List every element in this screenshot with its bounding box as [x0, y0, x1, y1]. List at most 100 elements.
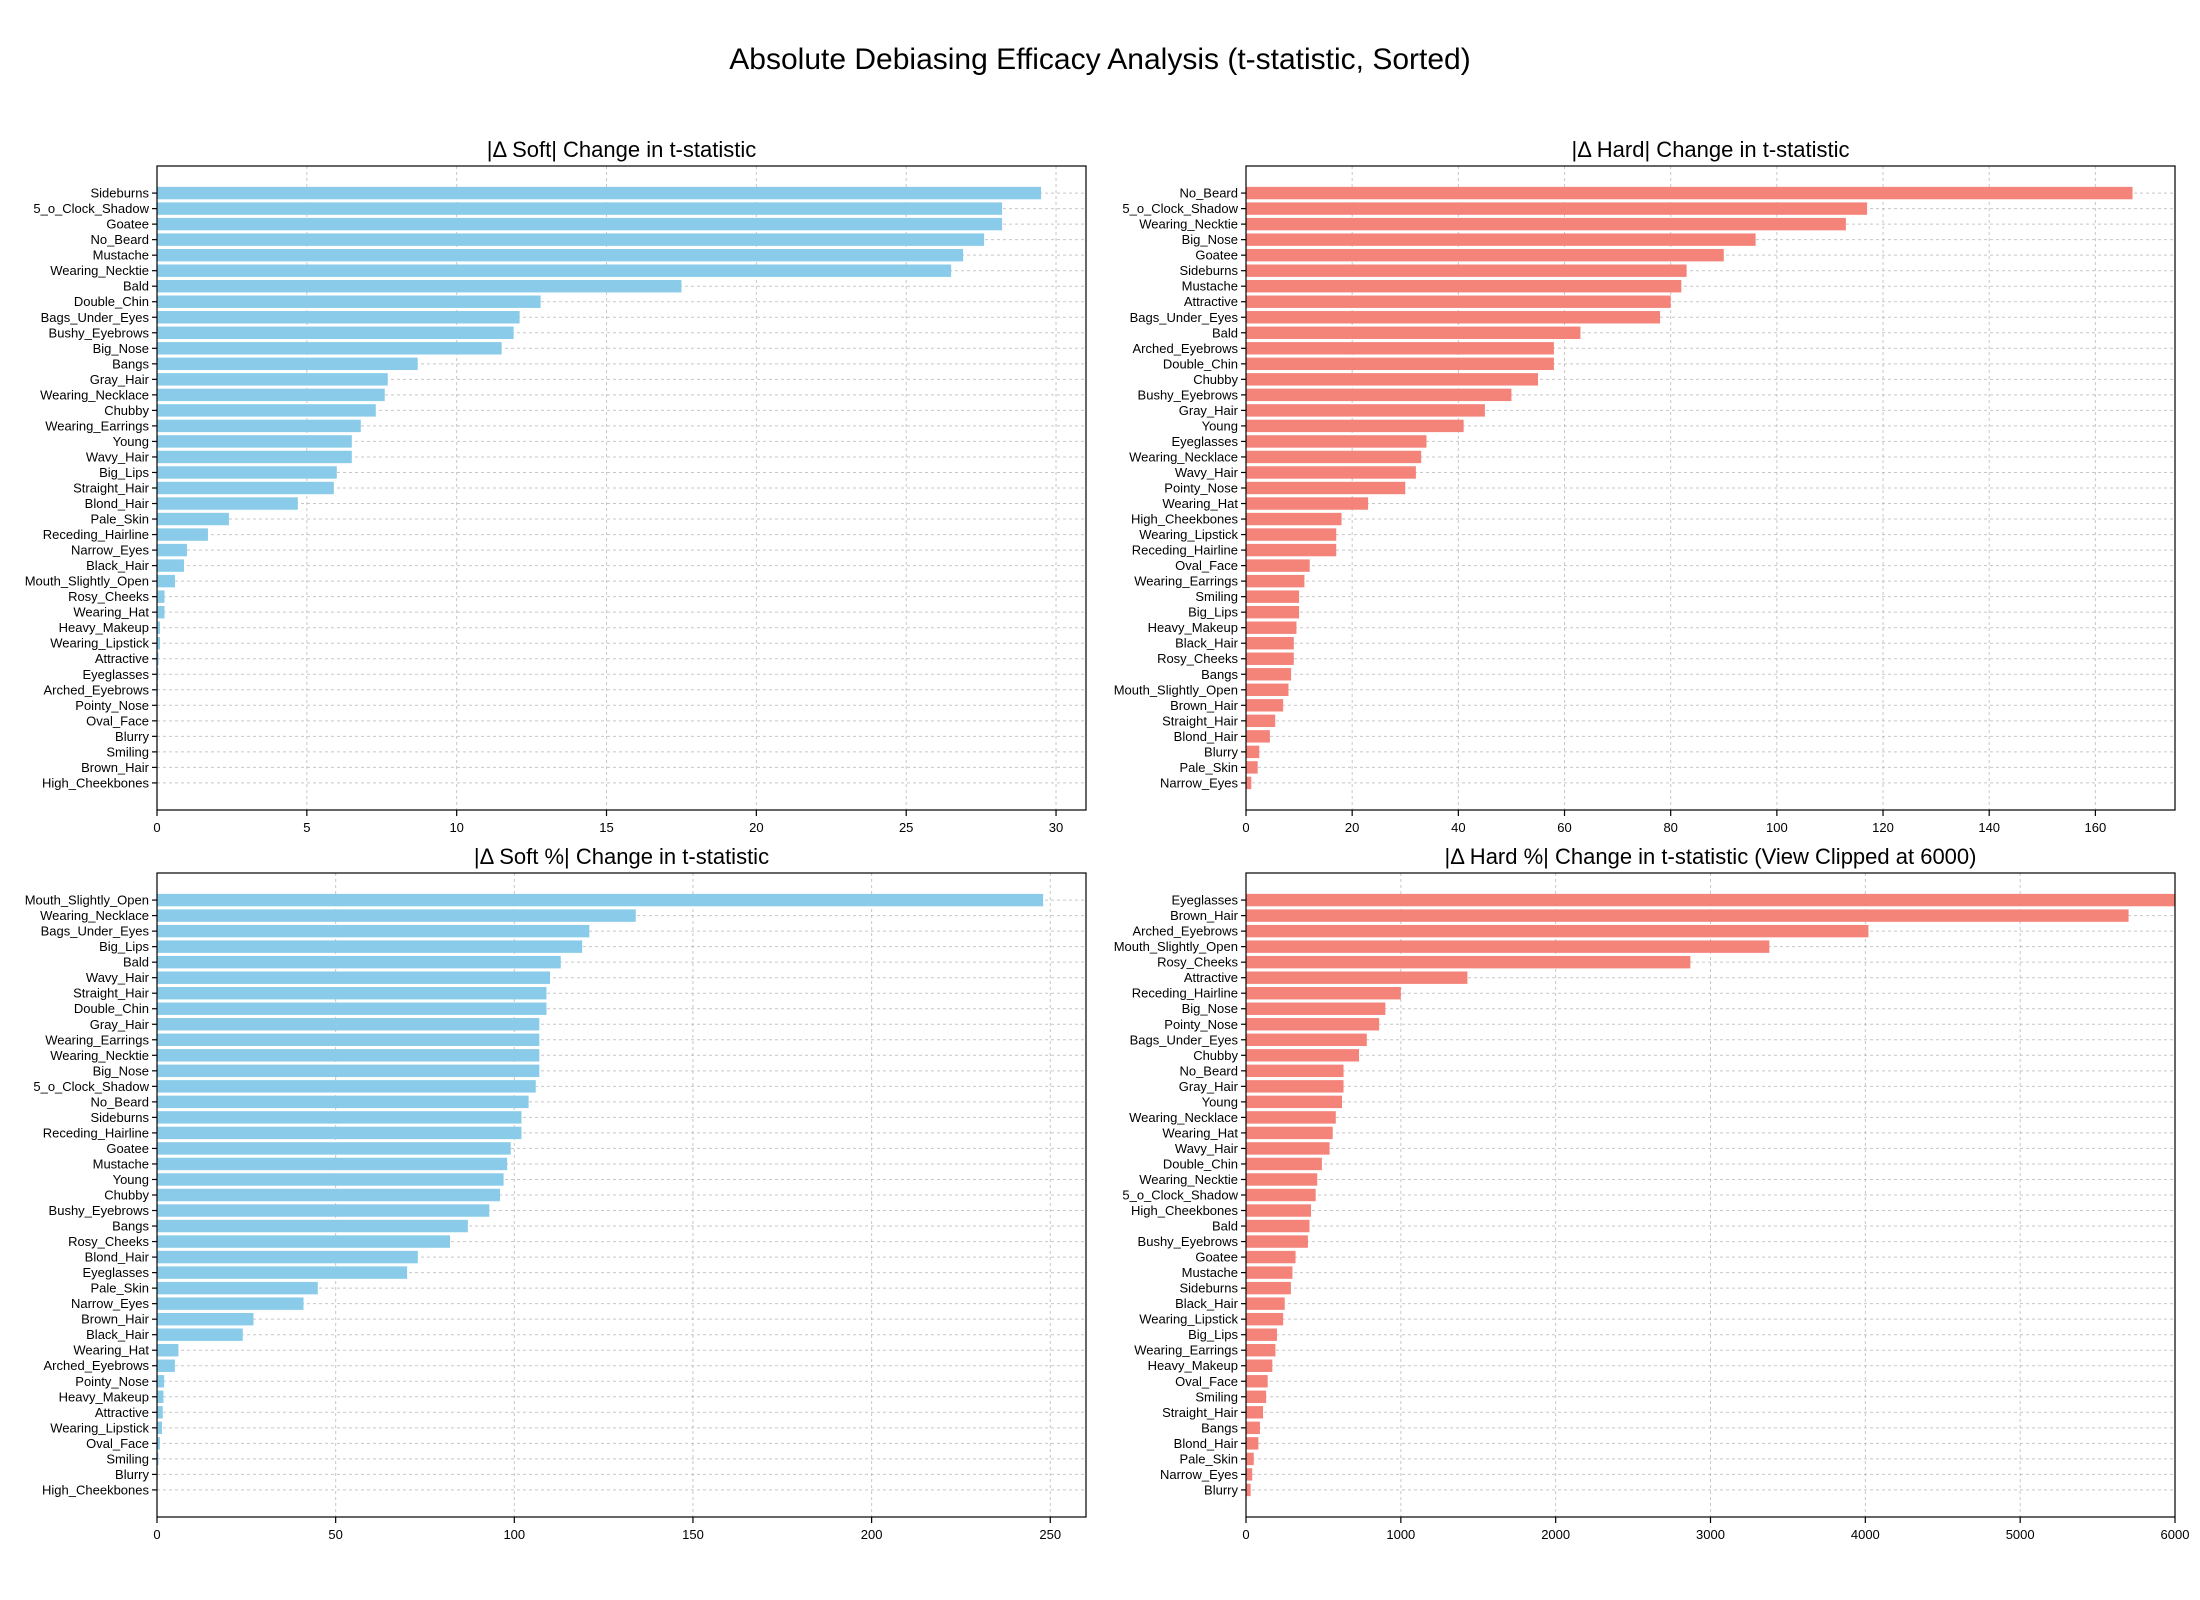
- bar-Straight_Hair: [1246, 1406, 1264, 1419]
- y-tick-label: Narrow_Eyes: [71, 543, 150, 558]
- y-tick-label: Wearing_Earrings: [1134, 1343, 1238, 1358]
- y-tick-label: Big_Nose: [1182, 232, 1238, 247]
- bar-Bags_Under_Eyes: [157, 311, 520, 324]
- y-tick-label: Chubby: [104, 403, 149, 418]
- bar-Black_Hair: [1246, 637, 1294, 650]
- bar-Bald: [157, 280, 682, 293]
- y-tick-label: Black_Hair: [1175, 1296, 1239, 1311]
- bar-Mouth_Slightly_Open: [1246, 940, 1770, 953]
- y-tick-label: Wearing_Earrings: [45, 1032, 149, 1047]
- y-tick-label: Bushy_Eyebrows: [49, 1203, 150, 1218]
- y-tick-label: No_Beard: [1179, 1063, 1238, 1078]
- x-tick-label: 0: [1242, 1527, 1249, 1542]
- bar-Smiling: [1246, 1390, 1267, 1403]
- bar-Young: [1246, 1095, 1342, 1109]
- bar-Bangs: [1246, 668, 1292, 681]
- bar-Mustache: [157, 1157, 508, 1171]
- bar-Chubby: [1246, 373, 1538, 386]
- axes-frame: [1245, 165, 2176, 811]
- y-tick-label: Heavy_Makeup: [1148, 1358, 1238, 1373]
- y-tick-label: Young: [1202, 1094, 1238, 1109]
- y-tick-label: Pointy_Nose: [1164, 1017, 1238, 1032]
- chart-title: |Δ Hard| Change in t-statistic: [1571, 137, 1849, 162]
- y-tick-label: Wavy_Hair: [86, 970, 150, 985]
- y-tick-label: Pale_Skin: [1179, 760, 1238, 775]
- chart-title: |Δ Hard %| Change in t-statistic (View C…: [1445, 844, 1977, 869]
- bar-Pale_Skin: [157, 512, 229, 526]
- bar-Gray_Hair: [157, 373, 388, 386]
- y-tick-label: Smiling: [1195, 589, 1238, 604]
- y-tick-label: Eyeglasses: [83, 1265, 150, 1280]
- x-tick-label: 0: [1242, 820, 1249, 835]
- bar-Oval_Face: [1246, 1375, 1268, 1388]
- y-tick-label: Chubby: [1193, 1048, 1238, 1063]
- y-tick-label: Gray_Hair: [1179, 1079, 1239, 1094]
- bar-Black_Hair: [1246, 1297, 1285, 1310]
- bar-Wearing_Hat: [157, 1344, 179, 1357]
- bar-Heavy_Makeup: [157, 621, 160, 634]
- y-tick-label: Straight_Hair: [1162, 1405, 1239, 1420]
- y-tick-label: Chubby: [1193, 372, 1238, 387]
- y-tick-label: Brown_Hair: [1170, 698, 1239, 713]
- x-tick-label: 6000: [2161, 1527, 2190, 1542]
- bar-Big_Nose: [157, 1064, 540, 1078]
- y-tick-label: Attractive: [1184, 970, 1238, 985]
- bar-Big_Lips: [1246, 605, 1300, 619]
- y-tick-label: Blond_Hair: [85, 496, 150, 511]
- y-tick-label: Wearing_Necklace: [40, 908, 149, 923]
- bar-Arched_Eyebrows: [157, 1359, 175, 1372]
- bar-Smiling: [1246, 590, 1300, 603]
- bar-5_o_Clock_Shadow: [157, 1080, 536, 1093]
- y-tick-label: Pale_Skin: [1179, 1451, 1238, 1466]
- bar-Bald: [1246, 326, 1581, 339]
- bar-Gray_Hair: [1246, 1080, 1344, 1093]
- bar-Eyeglasses: [157, 1266, 408, 1279]
- y-tick-label: Mustache: [93, 248, 149, 263]
- y-tick-label: Blond_Hair: [85, 1250, 150, 1265]
- bar-Black_Hair: [157, 1328, 243, 1341]
- y-tick-label: Smiling: [106, 1451, 149, 1466]
- y-tick-label: Wearing_Necklace: [1129, 449, 1238, 464]
- bar-Wearing_Necktie: [1246, 1173, 1318, 1186]
- bar-Straight_Hair: [157, 987, 547, 1000]
- y-tick-label: Mouth_Slightly_Open: [1114, 682, 1238, 697]
- y-tick-label: Blond_Hair: [1174, 729, 1239, 744]
- y-tick-label: High_Cheekbones: [1131, 1203, 1238, 1218]
- bar-Wearing_Necktie: [1246, 217, 1846, 231]
- y-tick-label: Smiling: [106, 744, 149, 759]
- bar-Arched_Eyebrows: [1246, 924, 1869, 938]
- y-tick-label: Mouth_Slightly_Open: [1114, 939, 1238, 954]
- bar-5_o_Clock_Shadow: [157, 202, 1003, 215]
- bar-Bangs: [157, 357, 418, 371]
- x-tick-label: 200: [861, 1527, 883, 1542]
- y-tick-label: Bags_Under_Eyes: [1130, 310, 1239, 325]
- bar-No_Beard: [157, 1095, 529, 1109]
- bar-Heavy_Makeup: [1246, 1359, 1273, 1372]
- bar-Attractive: [1246, 971, 1468, 984]
- x-tick-label: 10: [449, 820, 463, 835]
- bar-Blurry: [1246, 745, 1260, 759]
- bar-Brown_Hair: [157, 1312, 254, 1326]
- y-tick-label: Mouth_Slightly_Open: [25, 893, 149, 908]
- x-tick-label: 0: [153, 1527, 160, 1542]
- bar-Wearing_Earrings: [157, 419, 361, 433]
- bar-Double_Chin: [1246, 1157, 1322, 1171]
- bar-Big_Lips: [1246, 1328, 1277, 1341]
- x-tick-label: 250: [1039, 1527, 1061, 1542]
- y-tick-label: Pointy_Nose: [75, 698, 149, 713]
- bar-Heavy_Makeup: [1246, 621, 1297, 634]
- y-tick-label: Rosy_Cheeks: [68, 589, 149, 604]
- y-tick-label: Black_Hair: [86, 558, 150, 573]
- bar-Blond_Hair: [1246, 730, 1270, 743]
- y-tick-label: Pointy_Nose: [75, 1374, 149, 1389]
- y-tick-label: Wearing_Necklace: [40, 387, 149, 402]
- bar-Wearing_Necktie: [157, 1049, 540, 1062]
- bar-Pointy_Nose: [157, 1375, 165, 1388]
- y-tick-label: Pale_Skin: [90, 512, 149, 527]
- y-tick-label: Wearing_Lipstick: [1139, 527, 1238, 542]
- bar-Pale_Skin: [1246, 761, 1258, 774]
- bar-Mouth_Slightly_Open: [1246, 683, 1289, 696]
- bar-No_Beard: [157, 233, 985, 246]
- y-tick-label: Arched_Eyebrows: [44, 1358, 150, 1373]
- bar-Young: [1246, 419, 1464, 433]
